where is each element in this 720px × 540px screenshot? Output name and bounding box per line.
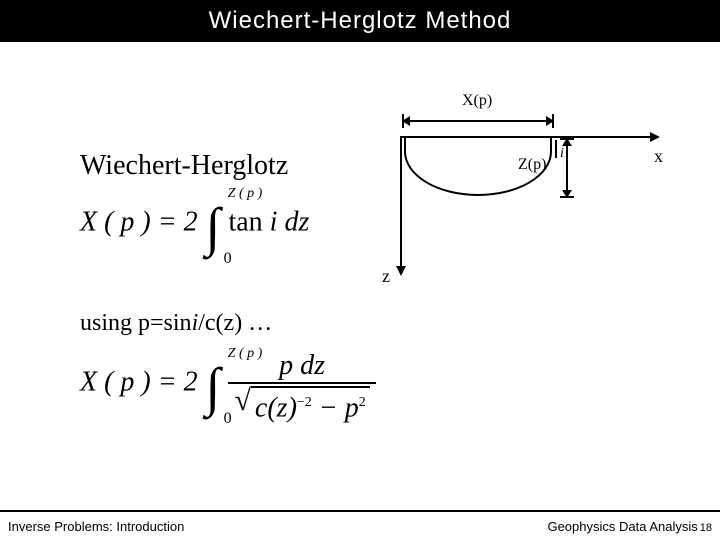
den-p-exp: 2 bbox=[359, 395, 366, 410]
subs-prefix: using bbox=[80, 310, 138, 336]
sqrt-icon: √ c(z)−2 − p2 bbox=[234, 386, 369, 423]
eq1-lower-limit: 0 bbox=[224, 250, 232, 268]
slide-body: Wiechert-Herglotz X(p) bbox=[0, 42, 720, 500]
xp-label: X(p) bbox=[462, 92, 492, 110]
integral-2: Z ( p ) ∫ 0 bbox=[206, 360, 221, 414]
slide-title: Wiechert-Herglotz Method bbox=[209, 7, 512, 35]
footer-left: Inverse Problems: Introduction bbox=[8, 519, 184, 534]
eq2-numerator: p dz bbox=[228, 350, 375, 382]
section-heading: Wiechert-Herglotz bbox=[80, 150, 288, 182]
ray-diagram: X(p) Z(p) i x z bbox=[400, 90, 660, 250]
zp-label: Z(p) bbox=[518, 156, 546, 174]
incidence-tick-icon bbox=[555, 140, 557, 158]
arrow-up-icon bbox=[562, 138, 572, 146]
arrow-down-icon bbox=[396, 266, 406, 276]
subs-body: p=sin bbox=[138, 310, 192, 336]
z-axis-line-icon bbox=[400, 136, 402, 266]
equation-2: X ( p ) = 2 Z ( p ) ∫ 0 p dz √ c(z)−2 − … bbox=[80, 350, 440, 450]
equation-1: X ( p ) = 2 Z ( p ) ∫ 0 tan i dz bbox=[80, 200, 380, 290]
den-cz: c(z) bbox=[255, 392, 297, 423]
eq1-lhs: X ( p ) = 2 bbox=[80, 207, 198, 238]
integral-1: Z ( p ) ∫ 0 bbox=[206, 200, 221, 254]
footer-right: Geophysics Data Analysis bbox=[547, 519, 697, 534]
slide-footer: Inverse Problems: Introduction Geophysic… bbox=[0, 510, 720, 540]
xp-extent-bracket bbox=[402, 114, 554, 128]
incidence-angle-label: i bbox=[560, 146, 564, 162]
eq2-fraction: p dz √ c(z)−2 − p2 bbox=[228, 350, 375, 423]
arrow-left-icon bbox=[402, 116, 410, 126]
eq2-denominator: √ c(z)−2 − p2 bbox=[228, 382, 375, 423]
eq1-integrand: tan i dz bbox=[228, 207, 309, 238]
bracket-line-icon bbox=[566, 138, 568, 198]
page-number: 18 bbox=[700, 522, 712, 534]
footer-right-group: Geophysics Data Analysis 18 bbox=[547, 519, 712, 534]
subs-rest: /c(z) … bbox=[198, 310, 272, 336]
arrow-down-icon bbox=[562, 190, 572, 198]
z-axis-label: z bbox=[382, 266, 390, 287]
eq1-upper-limit: Z ( p ) bbox=[228, 186, 263, 202]
den-minus: − p bbox=[312, 392, 359, 423]
sqrt-body: c(z)−2 − p2 bbox=[251, 386, 370, 423]
integral-sign-icon: ∫ bbox=[206, 360, 221, 414]
title-bar: Wiechert-Herglotz Method bbox=[0, 0, 720, 42]
integral-sign-icon: ∫ bbox=[206, 200, 221, 254]
arrow-right-icon bbox=[650, 132, 660, 142]
arrow-right-icon bbox=[546, 116, 554, 126]
eq2-lhs: X ( p ) = 2 bbox=[80, 366, 198, 397]
bracket-line-icon bbox=[402, 120, 554, 122]
radical-sign-icon: √ bbox=[234, 386, 250, 423]
substitution-line: using p=sini/c(z) … bbox=[80, 310, 272, 337]
den-cz-exp: −2 bbox=[297, 395, 312, 410]
x-axis-label: x bbox=[654, 146, 663, 167]
slide: Wiechert-Herglotz Method Wiechert-Herglo… bbox=[0, 0, 720, 540]
